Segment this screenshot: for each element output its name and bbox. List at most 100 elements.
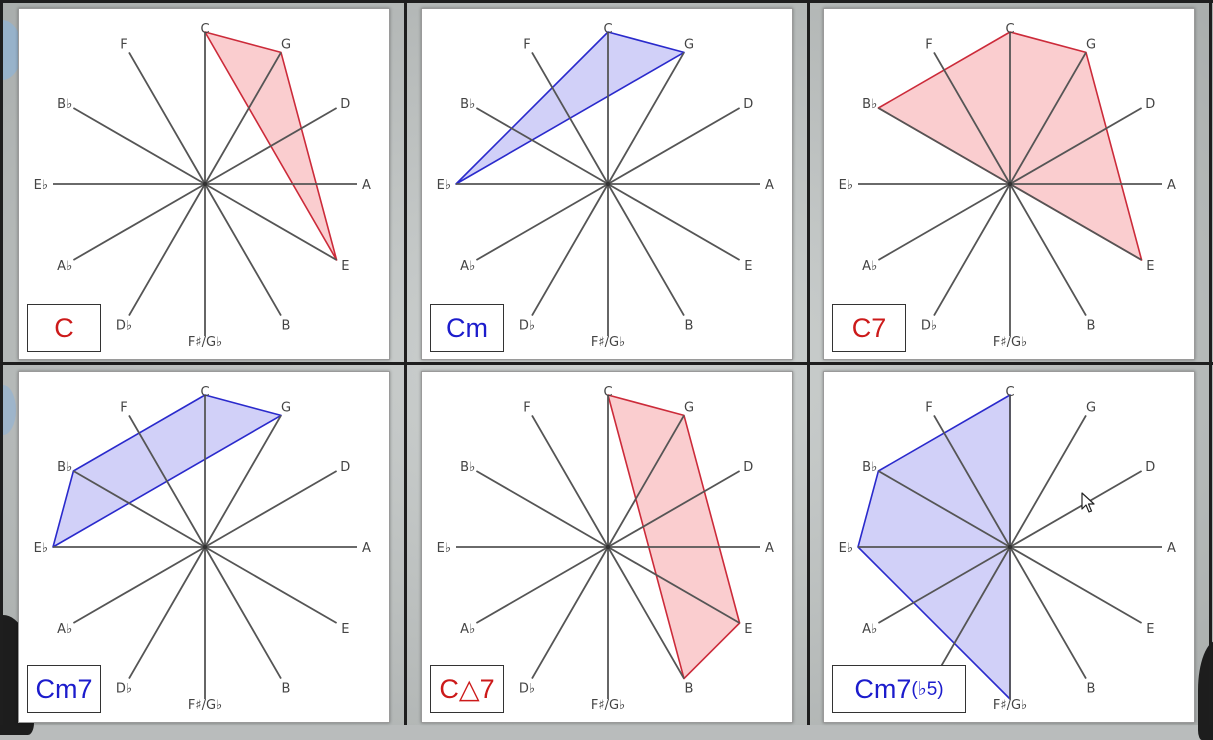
spoke-line — [607, 107, 741, 185]
spoke-line — [1009, 546, 1143, 624]
note-label: E — [744, 622, 752, 637]
note-label: A — [1167, 178, 1176, 193]
note-label: D♭ — [519, 681, 535, 696]
note-label: F — [523, 401, 530, 416]
spoke-line — [1009, 183, 1143, 261]
chord-name-label: C — [27, 304, 101, 352]
note-label: E — [1146, 622, 1154, 637]
note-label: B♭ — [862, 97, 877, 112]
spoke-line — [531, 414, 609, 548]
note-label: E♭ — [437, 178, 451, 193]
note-label: A♭ — [460, 259, 475, 274]
spoke-line — [204, 107, 338, 185]
spoke-line — [204, 546, 282, 680]
note-label: C — [1005, 385, 1014, 400]
note-label: B — [282, 681, 291, 696]
spoke-line — [72, 470, 206, 548]
grid-border-left — [0, 0, 3, 725]
chord-panel-c7: C G D A E B F♯/G♭ D♭ A♭ E♭ B♭ F C7 — [823, 8, 1195, 360]
grid-divider-vertical-2 — [807, 0, 810, 725]
spoke-line — [607, 51, 685, 185]
spoke-line — [1009, 107, 1143, 185]
note-label: C — [200, 22, 209, 37]
note-label: A♭ — [460, 622, 475, 637]
spoke-line — [607, 183, 685, 317]
note-label: G — [1086, 401, 1096, 416]
note-label: C — [603, 22, 612, 37]
spoke-line — [128, 51, 206, 185]
spoke-line — [877, 546, 1011, 624]
chord-name-label: C△7 — [430, 665, 504, 713]
note-label: C — [1005, 22, 1014, 37]
note-label: F — [925, 401, 932, 416]
center-point — [202, 181, 208, 187]
center-point — [202, 544, 208, 550]
spoke-line — [204, 470, 338, 548]
spoke-line — [877, 470, 1011, 548]
chord-name-text: C — [54, 312, 74, 343]
spoke-line — [128, 546, 206, 680]
note-label: D — [1145, 97, 1155, 112]
center-point — [1007, 544, 1013, 550]
note-label: A — [765, 178, 774, 193]
note-label: A — [362, 178, 371, 193]
spoke-line — [1009, 51, 1087, 185]
note-label: A♭ — [57, 622, 72, 637]
grid-divider-vertical-1 — [404, 0, 407, 725]
chord-panel-cm7: C G D A E B F♯/G♭ D♭ A♭ E♭ B♭ F Cm7 — [18, 371, 390, 723]
note-label: B — [1087, 318, 1096, 333]
note-label: G — [1086, 38, 1096, 53]
note-label: E — [744, 259, 752, 274]
note-label: B♭ — [862, 460, 877, 475]
spoke-line — [607, 546, 685, 680]
note-label: D — [1145, 460, 1155, 475]
spoke-line — [933, 183, 1011, 317]
spoke-line — [204, 51, 282, 185]
mouse-cursor-icon — [1081, 492, 1095, 513]
note-label: G — [281, 38, 291, 53]
note-label: B — [685, 681, 694, 696]
note-label: D♭ — [519, 318, 535, 333]
note-label: E♭ — [34, 178, 48, 193]
chord-name-text: Cm — [446, 312, 488, 343]
grid-border-top — [0, 0, 1213, 3]
spoke-line — [128, 183, 206, 317]
note-label: A — [765, 541, 774, 556]
spoke-line — [204, 546, 338, 624]
chord-name-text: Cm7 — [854, 673, 912, 704]
grid-border-right — [1209, 0, 1212, 725]
spoke-line — [204, 183, 282, 317]
note-label: F — [925, 38, 932, 53]
spoke-line — [607, 470, 741, 548]
spoke-line — [475, 107, 609, 185]
chord-name-label: Cm — [430, 304, 504, 352]
spoke-line — [531, 546, 609, 680]
spoke-line — [531, 183, 609, 317]
spoke-line — [204, 183, 338, 261]
spoke-line — [1009, 414, 1087, 548]
note-label: E♭ — [34, 541, 48, 556]
note-label: B — [1087, 681, 1096, 696]
note-label: E♭ — [437, 541, 451, 556]
note-label: B♭ — [460, 460, 475, 475]
note-label: F♯/G♭ — [591, 335, 625, 350]
spoke-line — [1009, 470, 1143, 548]
note-label: D♭ — [921, 318, 937, 333]
note-label: E♭ — [839, 178, 853, 193]
spoke-line — [933, 546, 1011, 680]
note-label: F♯/G♭ — [993, 698, 1027, 713]
center-point — [605, 181, 611, 187]
chord-suffix-text: (♭5) — [911, 678, 944, 700]
note-label: F — [120, 401, 127, 416]
chord-panel-cmaj7: C G D A E B F♯/G♭ D♭ A♭ E♭ B♭ F C△7 — [421, 371, 793, 723]
note-label: E — [341, 259, 349, 274]
note-label: A♭ — [862, 259, 877, 274]
note-label: F — [120, 38, 127, 53]
spoke-line — [204, 414, 282, 548]
chord-name-text: C△7 — [439, 673, 495, 704]
note-label: A♭ — [862, 622, 877, 637]
